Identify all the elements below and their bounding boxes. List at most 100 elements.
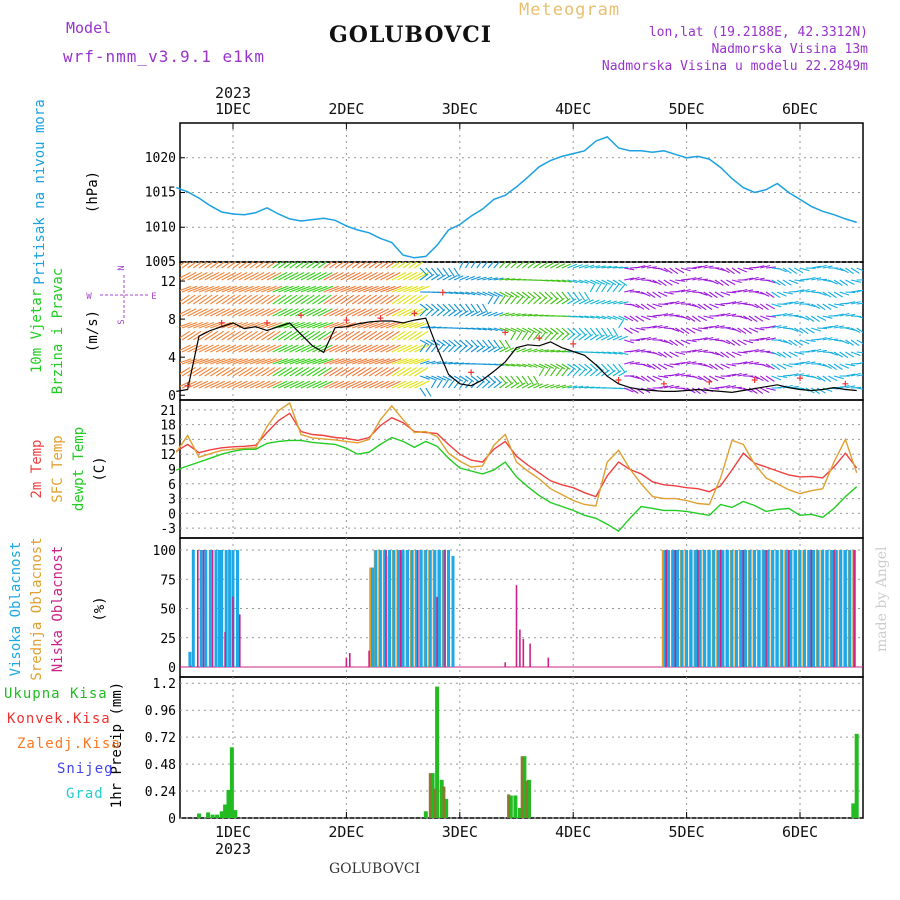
wind-arrow — [385, 367, 400, 377]
wind-arrow — [794, 351, 805, 355]
wind-arrow — [646, 325, 657, 329]
wind-arrow — [289, 308, 305, 317]
wind-arrow — [703, 375, 713, 383]
wind-arrow — [816, 375, 826, 382]
wind-arrow — [402, 380, 418, 389]
wind-axis-title-2: Brzina i Pravac — [50, 268, 66, 394]
wind-arrow — [510, 382, 520, 389]
wind-arrow — [748, 375, 759, 380]
high-cloud-bar — [208, 550, 212, 667]
wind-arrow — [816, 349, 827, 353]
wind-arrow — [249, 367, 264, 377]
temp-axis-title-1: 2m Temp — [29, 439, 45, 498]
wind-arrow — [516, 291, 526, 299]
high-cloud-bar — [199, 550, 203, 667]
precip-total-bar — [219, 811, 224, 818]
wind-arrow — [584, 363, 593, 371]
wind-arrow — [850, 279, 861, 283]
wind-arrow — [476, 262, 482, 269]
wind-arrow — [703, 315, 714, 320]
wind-arrow — [680, 327, 690, 335]
wind-arrow — [357, 330, 372, 341]
wind-arrow — [209, 294, 224, 305]
wind-arrow — [788, 314, 799, 317]
wind-arrow — [652, 375, 662, 381]
wind-arrow — [845, 301, 856, 305]
wind-arrow — [363, 344, 379, 353]
wind-arrow — [363, 380, 379, 389]
high-cloud-bar — [204, 550, 208, 667]
wind-arrow — [397, 272, 412, 281]
temp-ytick-label: 9 — [168, 463, 176, 478]
wind-arrow — [227, 321, 243, 329]
wind-arrow — [697, 303, 707, 311]
high-cloud-bar — [419, 550, 423, 667]
wind-arrow — [635, 349, 646, 353]
top-day-label: 3DEC — [442, 100, 478, 118]
wind-arrow — [470, 345, 480, 353]
wind-arrow — [329, 330, 344, 341]
wind-arrow — [448, 309, 457, 317]
wind-arrow — [646, 363, 656, 370]
wind-arrow — [385, 294, 400, 305]
wind-arrow — [380, 294, 395, 305]
wind-arrow — [805, 276, 816, 281]
wind-arrow — [351, 294, 366, 305]
wind-arrow — [669, 279, 680, 285]
wind-arrow — [612, 370, 622, 377]
wind-arrow — [533, 375, 540, 385]
wind-arrow — [578, 299, 589, 305]
precip-ytick-label: 0.96 — [145, 704, 176, 719]
wind-arrow — [266, 285, 283, 293]
high-cloud-bar — [794, 550, 797, 667]
wind-arrow — [663, 351, 673, 359]
wind-arrow — [357, 321, 373, 329]
precip-ytick-label: 0.72 — [145, 731, 176, 746]
low-cloud-bar — [368, 650, 370, 667]
wind-arrow — [306, 262, 317, 269]
wind-arrow — [419, 339, 430, 346]
wind-arrow — [181, 262, 192, 269]
wind-arrow — [261, 262, 271, 269]
wind-arrow — [771, 279, 781, 286]
wind-arrow — [493, 327, 504, 332]
wind-arrow — [697, 337, 708, 341]
wind-arrow — [731, 372, 742, 377]
wind-arrow — [244, 358, 260, 365]
wind-arrow — [822, 363, 832, 369]
wind-arrow — [601, 279, 611, 285]
wind-arrow — [669, 363, 680, 366]
precip-total-bar — [197, 813, 201, 818]
wind-arrow — [493, 295, 500, 305]
wind-arrow — [612, 315, 623, 321]
wind-arrow — [272, 367, 287, 377]
compass-e: E — [151, 292, 156, 302]
wind-arrow — [227, 272, 242, 281]
wind-arrow — [419, 308, 428, 317]
wind-arrow — [193, 272, 208, 281]
wind-arrow — [691, 315, 701, 323]
wind-arrow — [244, 321, 260, 329]
wind-arrow — [368, 344, 384, 353]
wind-arrow — [822, 291, 832, 298]
low-cloud-bar — [349, 653, 351, 667]
compass-w: W — [86, 292, 92, 302]
wind-arrow — [691, 387, 701, 395]
wind-arrow — [380, 367, 395, 377]
wind-arrow — [572, 291, 580, 301]
wind-arrow — [618, 315, 628, 321]
high-cloud-bar — [830, 550, 834, 667]
wind-arrow — [204, 367, 219, 377]
wind-arrow — [584, 279, 595, 285]
wind-arrow — [476, 327, 487, 331]
wind-arrow — [232, 294, 247, 305]
wind-arrow-field — [180, 262, 863, 397]
wind-arrow — [703, 303, 713, 310]
high-cloud-bar — [188, 651, 192, 667]
wind-arrow — [516, 382, 526, 389]
temp-axis-title-3: dewpt Temp — [71, 427, 87, 511]
wind-arrow — [561, 279, 572, 283]
wind-arrow — [629, 375, 640, 380]
wind-arrow — [618, 319, 625, 329]
bottom-day-label: 5DEC — [669, 823, 705, 841]
